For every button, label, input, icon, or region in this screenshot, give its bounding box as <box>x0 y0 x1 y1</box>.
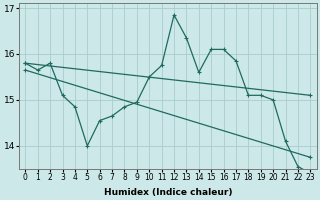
X-axis label: Humidex (Indice chaleur): Humidex (Indice chaleur) <box>104 188 232 197</box>
